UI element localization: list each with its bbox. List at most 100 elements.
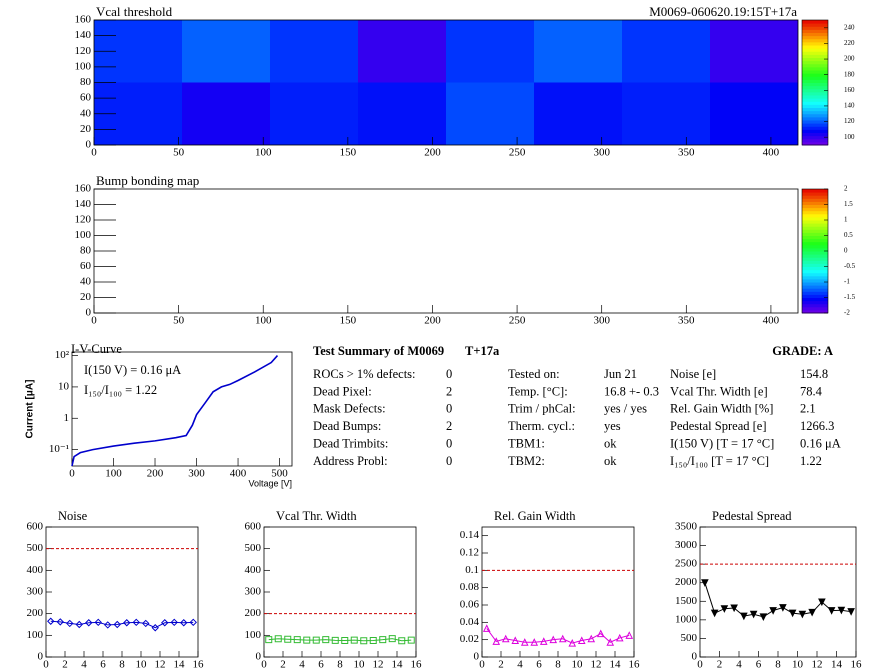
- chart-title: Noise: [58, 509, 88, 523]
- roc-cell: [182, 82, 270, 145]
- data-point: [265, 636, 273, 644]
- y-tick-label: 120: [75, 214, 92, 226]
- data-point: [501, 634, 510, 643]
- x-tick-label: 10: [792, 659, 804, 671]
- roc-cell: [182, 20, 270, 83]
- summary-label: I(150 V) [T = 17 °C]: [670, 436, 774, 450]
- x-tick-label: 250: [509, 147, 526, 159]
- summary-label: Address Probl:: [313, 454, 388, 468]
- summary-value: yes / yes: [604, 402, 647, 416]
- data-point: [189, 618, 197, 627]
- color-band: [802, 95, 828, 99]
- x-tick-label: 6: [100, 659, 106, 671]
- x-tick-label: 2: [62, 659, 68, 671]
- x-tick-label: 200: [424, 147, 441, 159]
- color-band: [802, 113, 828, 118]
- plot-frame: [93, 188, 799, 314]
- y-tick-label: 0: [692, 651, 698, 663]
- data-point: [730, 604, 738, 613]
- y-tick-label: 200: [245, 607, 262, 619]
- color-band: [802, 45, 828, 49]
- data-point: [827, 607, 836, 615]
- x-tick-label: 4: [81, 659, 87, 671]
- x-tick-label: 8: [775, 659, 781, 671]
- color-band: [802, 26, 828, 30]
- summary-label: I₁₅₀/I₁₀₀ [T = 17 °C]: [670, 454, 769, 468]
- y-tick-label: 1500: [675, 595, 698, 607]
- y-tick-label: 2000: [675, 576, 698, 588]
- chart-title: I-V-Curve: [71, 342, 122, 356]
- color-band: [802, 32, 828, 37]
- data-point: [847, 608, 855, 616]
- z-tick-label: 0: [844, 247, 848, 255]
- y-tick-label: 0.04: [460, 616, 480, 628]
- color-band: [802, 275, 828, 280]
- z-tick-label: 140: [844, 102, 855, 110]
- x-tick-label: 12: [591, 659, 602, 671]
- x-tick-label: 2: [498, 659, 504, 671]
- roc-cell: [534, 82, 622, 145]
- x-tick-label: 100: [255, 315, 272, 327]
- y-tick-label: 80: [80, 76, 92, 88]
- z-tick-label: -2: [844, 309, 850, 317]
- roc-cell: [358, 20, 446, 83]
- color-band: [802, 204, 828, 209]
- summary-value: ok: [604, 436, 617, 450]
- y-axis-label: Current [μA]: [25, 380, 36, 439]
- color-band: [802, 138, 828, 143]
- color-band: [802, 251, 828, 255]
- y-tick-label: 40: [80, 107, 92, 119]
- y-tick-label: 140: [75, 29, 92, 41]
- roc-cell: [270, 20, 358, 83]
- y-tick-label: 0.1: [465, 564, 479, 576]
- color-band: [802, 198, 828, 202]
- x-tick-label: 400: [763, 147, 780, 159]
- y-tick-label: 10: [58, 380, 70, 392]
- x-tick-label: 8: [337, 659, 343, 671]
- y-tick-label: 160: [75, 14, 92, 26]
- roc-cell: [710, 82, 798, 145]
- summary-label: Vcal Thr. Width [e]: [670, 384, 768, 398]
- y-tick-label: 400: [245, 564, 262, 576]
- color-band: [802, 85, 828, 90]
- x-tick-label: 0: [91, 315, 97, 327]
- x-tick-label: 10: [354, 659, 366, 671]
- x-tick-label: 2: [280, 659, 286, 671]
- y-tick-label: 0.12: [460, 547, 479, 559]
- data-point: [123, 619, 131, 627]
- data-point: [104, 621, 112, 629]
- z-tick-label: 240: [844, 23, 855, 31]
- data-point: [701, 579, 709, 587]
- data-point: [312, 636, 320, 644]
- color-band: [802, 76, 828, 80]
- summary-label: Temp. [°C]:: [508, 384, 568, 398]
- x-tick-label: 6: [756, 659, 762, 671]
- x-tick-label: 300: [188, 468, 205, 480]
- data-point: [322, 636, 330, 644]
- color-band: [802, 91, 828, 96]
- z-tick-label: 220: [844, 39, 855, 47]
- data-point: [56, 618, 64, 626]
- color-band: [802, 260, 828, 264]
- data-point: [388, 635, 396, 643]
- x-tick-label: 200: [424, 315, 441, 327]
- y-tick-label: 0: [86, 307, 92, 319]
- summary-value: 154.8: [800, 367, 828, 381]
- data-point: [759, 613, 768, 622]
- x-tick-label: 250: [509, 315, 526, 327]
- x-tick-label: 0: [43, 659, 49, 671]
- x-tick-label: 4: [517, 659, 523, 671]
- data-point: [341, 637, 349, 645]
- data-point: [740, 612, 748, 621]
- color-band: [802, 195, 828, 199]
- z-tick-label: -0.5: [844, 262, 856, 270]
- color-band: [802, 35, 828, 40]
- roc-cell: [534, 20, 622, 83]
- z-tick-label: 0.5: [844, 231, 853, 239]
- y-tick-label: 10⁻¹: [49, 443, 69, 455]
- data-point: [47, 617, 55, 625]
- summary-label: Pedestal Spread [e]: [670, 419, 767, 433]
- data-point: [379, 636, 387, 644]
- x-tick-label: 300: [593, 147, 610, 159]
